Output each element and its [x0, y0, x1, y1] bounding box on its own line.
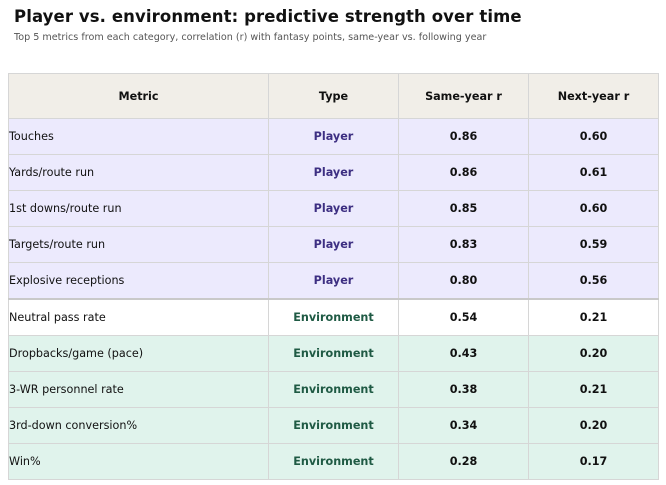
chart-subtitle: Top 5 metrics from each category, correl…: [14, 32, 487, 43]
table-row: 1st downs/route run Player 0.85 0.60: [8, 190, 659, 227]
next-year-r-cell: 0.60: [528, 190, 659, 227]
type-cell: Environment: [268, 298, 399, 336]
next-year-r-cell: 0.61: [528, 154, 659, 191]
same-year-r-cell: 0.34: [398, 407, 529, 444]
metric-cell: Dropbacks/game (pace): [8, 335, 269, 372]
same-year-r-cell: 0.85: [398, 190, 529, 227]
table-row: Targets/route run Player 0.83 0.59: [8, 226, 659, 263]
next-year-r-cell: 0.20: [528, 335, 659, 372]
column-header-metric: Metric: [8, 73, 269, 119]
metric-cell: Touches: [8, 118, 269, 155]
type-cell: Environment: [268, 335, 399, 372]
type-cell: Player: [268, 118, 399, 155]
metric-cell: 3-WR personnel rate: [8, 371, 269, 408]
type-cell: Player: [268, 262, 399, 300]
next-year-r-cell: 0.21: [528, 371, 659, 408]
type-cell: Player: [268, 226, 399, 263]
same-year-r-cell: 0.54: [398, 298, 529, 336]
metrics-table: Metric Type Same-year r Next-year r Touc…: [8, 73, 659, 480]
same-year-r-cell: 0.28: [398, 443, 529, 480]
type-cell: Environment: [268, 371, 399, 408]
same-year-r-cell: 0.86: [398, 154, 529, 191]
next-year-r-cell: 0.56: [528, 262, 659, 300]
type-cell: Environment: [268, 443, 399, 480]
column-header-same-year-r: Same-year r: [398, 73, 529, 119]
table-row: 3rd-down conversion% Environment 0.34 0.…: [8, 407, 659, 444]
table-row: Win% Environment 0.28 0.17: [8, 443, 659, 480]
next-year-r-cell: 0.17: [528, 443, 659, 480]
chart-title: Player vs. environment: predictive stren…: [14, 7, 522, 26]
same-year-r-cell: 0.86: [398, 118, 529, 155]
column-header-next-year-r: Next-year r: [528, 73, 659, 119]
table-row: Neutral pass rate Environment 0.54 0.21: [8, 298, 659, 336]
table-row: Explosive receptions Player 0.80 0.56: [8, 262, 659, 300]
next-year-r-cell: 0.21: [528, 298, 659, 336]
table-row: Dropbacks/game (pace) Environment 0.43 0…: [8, 335, 659, 372]
type-cell: Player: [268, 190, 399, 227]
next-year-r-cell: 0.20: [528, 407, 659, 444]
metric-cell: Targets/route run: [8, 226, 269, 263]
table-row: Touches Player 0.86 0.60: [8, 118, 659, 155]
table-row: Yards/route run Player 0.86 0.61: [8, 154, 659, 191]
table-row: 3-WR personnel rate Environment 0.38 0.2…: [8, 371, 659, 408]
header-row: Metric Type Same-year r Next-year r: [8, 73, 659, 119]
type-cell: Player: [268, 154, 399, 191]
type-cell: Environment: [268, 407, 399, 444]
metric-cell: Yards/route run: [8, 154, 269, 191]
table-header: Metric Type Same-year r Next-year r: [8, 73, 659, 119]
metric-cell: 3rd-down conversion%: [8, 407, 269, 444]
same-year-r-cell: 0.80: [398, 262, 529, 300]
metric-cell: 1st downs/route run: [8, 190, 269, 227]
metric-cell: Neutral pass rate: [8, 298, 269, 336]
metric-cell: Explosive receptions: [8, 262, 269, 300]
next-year-r-cell: 0.59: [528, 226, 659, 263]
same-year-r-cell: 0.38: [398, 371, 529, 408]
same-year-r-cell: 0.83: [398, 226, 529, 263]
same-year-r-cell: 0.43: [398, 335, 529, 372]
metric-cell: Win%: [8, 443, 269, 480]
next-year-r-cell: 0.60: [528, 118, 659, 155]
column-header-type: Type: [268, 73, 399, 119]
table-body: Touches Player 0.86 0.60 Yards/route run…: [8, 118, 659, 480]
